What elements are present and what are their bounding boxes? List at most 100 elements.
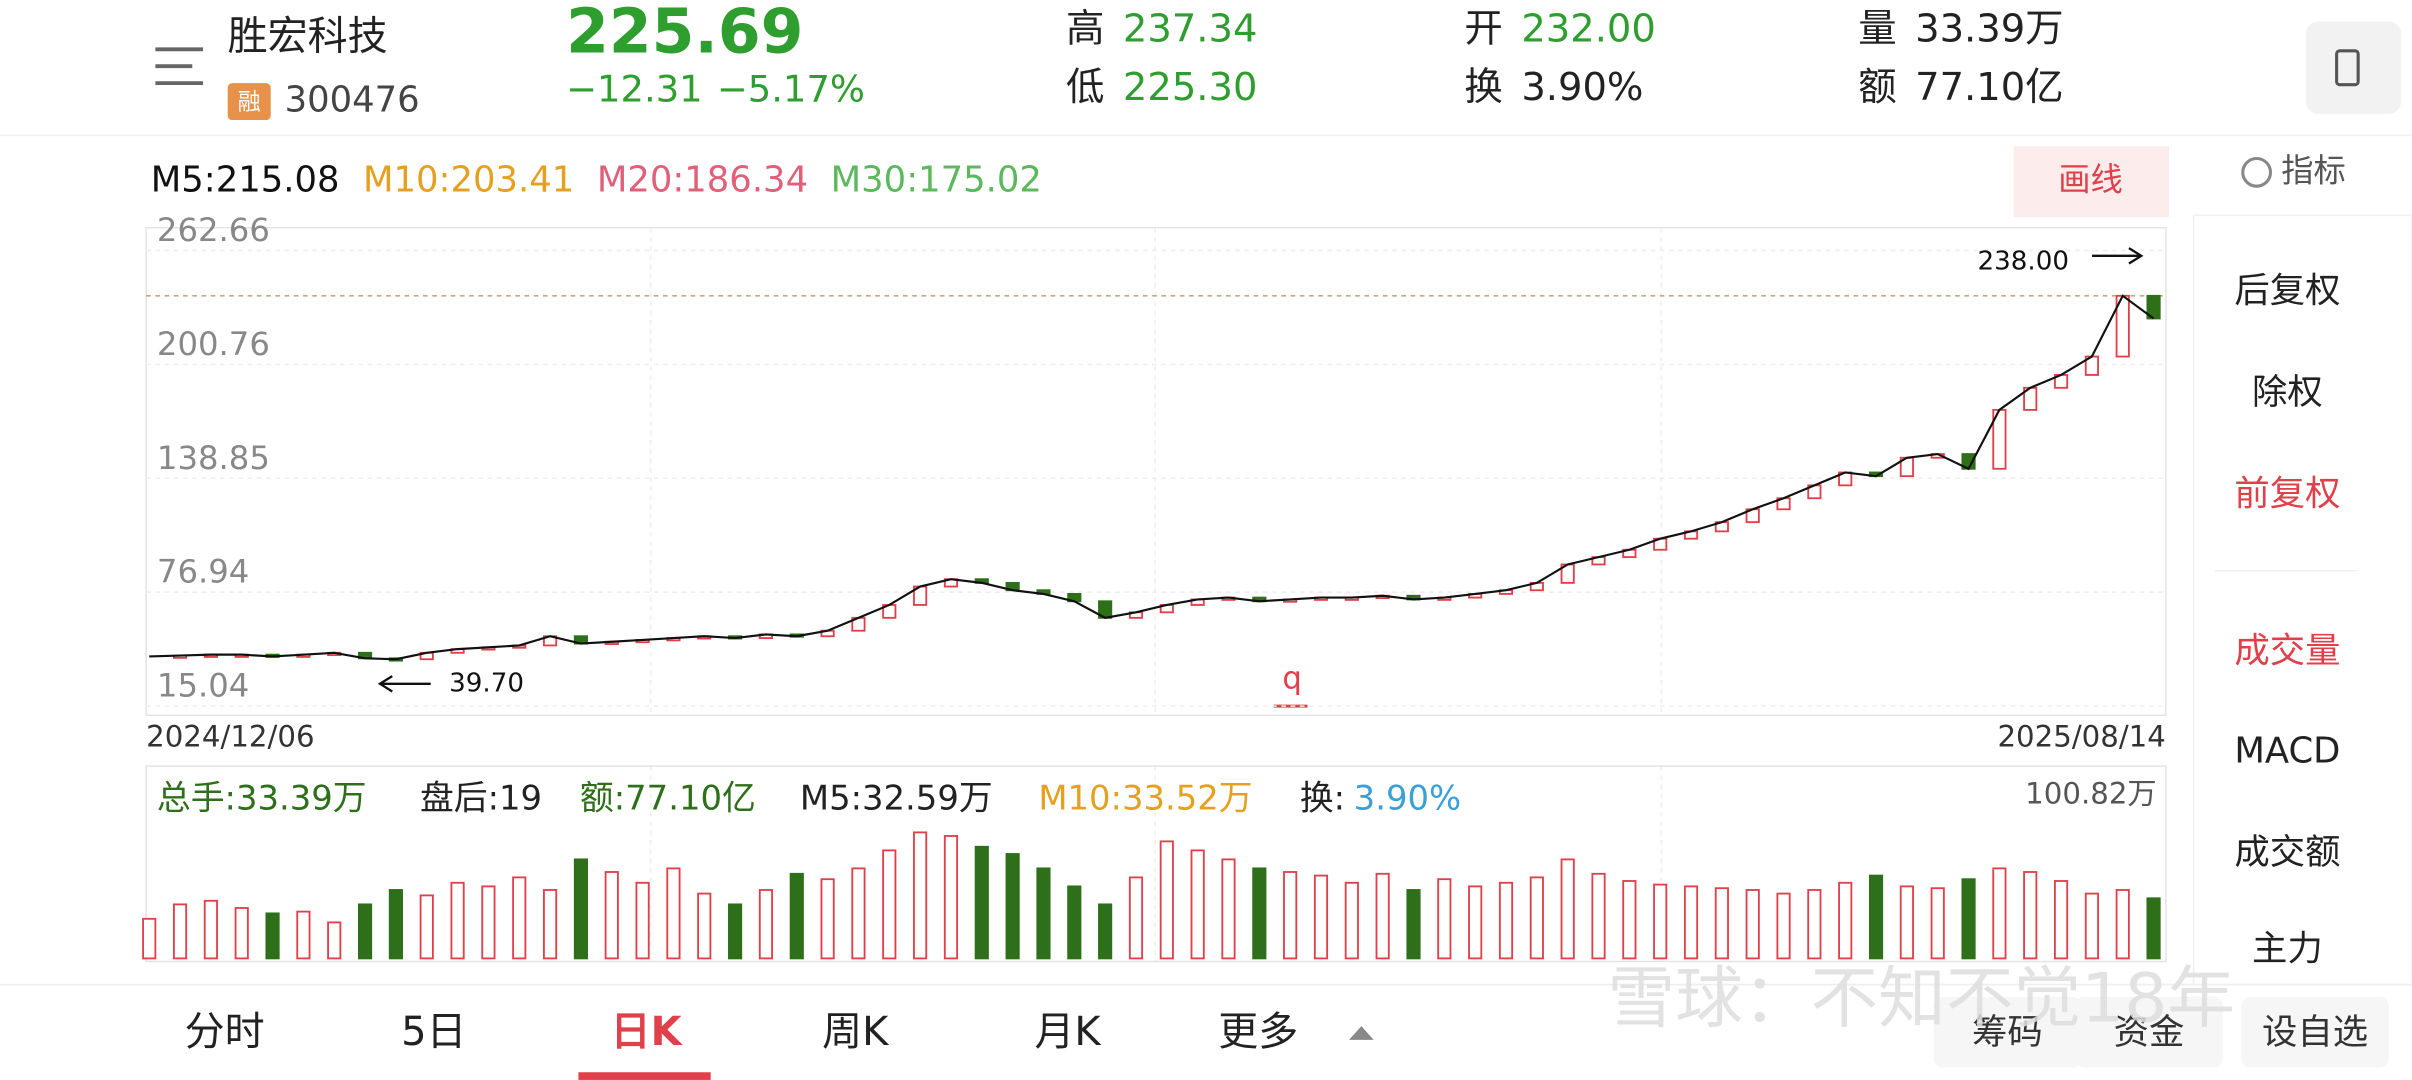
tag-box: [227, 83, 271, 121]
volume-bar: [419, 894, 434, 960]
tab[interactable]: 月K: [1034, 1009, 1102, 1055]
volume-bar: [882, 849, 897, 960]
menu-icon[interactable]: [155, 47, 204, 86]
volume-chart: 100.82万: [142, 776, 2161, 960]
volume-bar: [2084, 892, 2099, 960]
bottom-button[interactable]: 筹码: [1972, 1012, 2043, 1053]
stat-value: 232.00: [1521, 6, 1656, 51]
bottom-button[interactable]: 设自选: [2262, 1012, 2368, 1053]
volume-bar: [512, 876, 527, 960]
volume-bar: [1622, 880, 1637, 960]
volume-legend-item: 额:77.10亿: [580, 778, 756, 817]
device-button[interactable]: [2305, 21, 2402, 114]
side-item[interactable]: 成交额: [2234, 832, 2340, 873]
button-bg[interactable]: [1933, 996, 2082, 1068]
min-arrow: [377, 675, 431, 693]
volume-bar: [1005, 853, 1020, 960]
volume-bar: [1036, 867, 1051, 960]
volume-bar: [1468, 885, 1483, 960]
volume-legend-item: 换:: [1300, 778, 1345, 817]
y-tick-label: 200.76: [157, 325, 270, 363]
price: 225.69: [566, 0, 803, 68]
min-label: 39.70: [449, 668, 524, 698]
volume-bar: [789, 872, 804, 960]
tab[interactable]: 更多: [1218, 1009, 1298, 1055]
draw-button[interactable]: 画线: [2058, 161, 2123, 199]
volume-bar: [1807, 889, 1822, 960]
volume-bar: [234, 907, 249, 960]
volume-frame: [145, 765, 2167, 963]
volume-bar: [1067, 885, 1082, 960]
volume-bar: [697, 892, 712, 960]
volume-bar: [1899, 885, 1914, 960]
button-bg[interactable]: [2241, 996, 2389, 1068]
volume-bar: [1283, 871, 1298, 960]
volume-bar: [573, 858, 588, 960]
volume-bar: [142, 917, 157, 960]
stat-value: 225.30: [1123, 65, 1258, 110]
bottom-button[interactable]: 资金: [2114, 1012, 2185, 1053]
stat-value: 77.10亿: [1915, 65, 2063, 110]
volume-bar: [1375, 872, 1390, 960]
volume-bar: [758, 889, 774, 960]
tab[interactable]: 日K: [611, 1009, 684, 1055]
stock-name: 胜宏科技: [228, 14, 388, 60]
device-icon: [2335, 49, 2360, 87]
y-tick-label: 262.66: [157, 211, 270, 249]
volume-bar: [357, 903, 373, 960]
margin-tag: 融: [238, 90, 261, 116]
volume-bar: [296, 910, 311, 960]
volume-bar: [1252, 867, 1267, 960]
volume-bar: [1498, 881, 1514, 960]
side-item[interactable]: 主力: [2252, 929, 2323, 970]
stat-label: 额: [1858, 65, 1896, 110]
volume-bar: [1190, 849, 1205, 960]
side-panel: [2192, 214, 2412, 986]
stat-value: 237.34: [1123, 6, 1258, 51]
volume-bar: [543, 889, 558, 960]
change-pct: −5.17%: [717, 67, 865, 110]
x-tick-label: 2024/12/06: [146, 719, 314, 753]
side-item[interactable]: 成交量: [2234, 630, 2340, 671]
volume-bar: [203, 899, 218, 960]
x-tick-label: 2025/08/14: [1997, 719, 2165, 753]
volume-bar: [450, 881, 465, 960]
volume-bar: [2023, 871, 2038, 960]
volume-legend-item: 总手:33.39万: [157, 778, 367, 817]
side-item[interactable]: 后复权: [2234, 270, 2340, 311]
ma-label: M10:203.41: [363, 160, 574, 201]
volume-bar: [728, 903, 743, 960]
marker-q: q: [1282, 660, 1302, 696]
draw-button-bg[interactable]: [2013, 146, 2169, 217]
y-tick-label: 15.04: [157, 667, 249, 705]
tab[interactable]: 周K: [822, 1009, 890, 1055]
side-item[interactable]: 前复权: [2234, 473, 2340, 514]
volume-bar: [974, 845, 989, 960]
volume-bar: [1159, 840, 1174, 960]
volume-bar: [913, 831, 928, 960]
indicator-icon: [2241, 156, 2273, 188]
stat-label: 量: [1858, 6, 1896, 51]
volume-bar: [1098, 903, 1113, 960]
side-item[interactable]: MACD: [2234, 730, 2340, 771]
volume-bar: [1961, 878, 1976, 960]
button-bg[interactable]: [2075, 996, 2223, 1068]
y-tick-label: 138.85: [157, 439, 270, 477]
volume-legend: 总手:33.39万 盘后:19 额:77.10亿 M5:32.59万 M10:33.52…: [157, 778, 1461, 817]
ma-label: M5:215.08: [151, 160, 340, 201]
stat-value: 3.90%: [1521, 65, 1643, 110]
watermark: 雪球：不知不觉18年: [1607, 959, 2234, 1038]
volume-legend-item: M5:32.59万: [800, 778, 993, 817]
indicator-button[interactable]: 指标: [2281, 151, 2346, 189]
volume-bar: [1745, 889, 1760, 960]
side-item[interactable]: 除权: [2252, 372, 2323, 413]
tab[interactable]: 分时: [185, 1009, 265, 1055]
volume-legend-item: 盘后:19: [420, 778, 542, 817]
ma-label: M20:186.34: [597, 160, 808, 201]
volume-bar: [666, 867, 681, 960]
tab[interactable]: 5日: [401, 1009, 466, 1055]
tab-underline: [578, 1072, 711, 1080]
volume-bar: [1313, 874, 1329, 960]
volume-bar: [1838, 881, 1853, 960]
